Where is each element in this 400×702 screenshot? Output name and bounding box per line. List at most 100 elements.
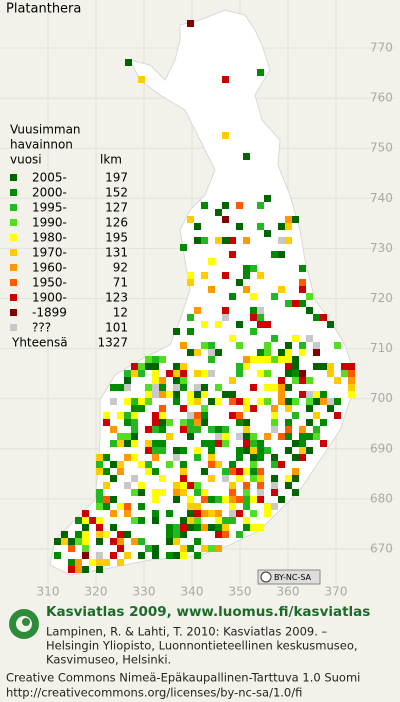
observation-cell (264, 370, 271, 377)
observation-cell (166, 524, 173, 531)
observation-cell (264, 230, 271, 237)
observation-cell (264, 433, 271, 440)
observation-cell (96, 454, 103, 461)
observation-cell (180, 545, 187, 552)
observation-cell (201, 272, 208, 279)
y-label: 690 (370, 441, 393, 455)
observation-cell (96, 468, 103, 475)
observation-cell (103, 559, 110, 566)
observation-cell (96, 461, 103, 468)
observation-cell (215, 496, 222, 503)
observation-cell (278, 251, 285, 258)
observation-cell (110, 552, 117, 559)
observation-cell (117, 461, 124, 468)
observation-cell (187, 398, 194, 405)
observation-cell (180, 447, 187, 454)
observation-cell (257, 69, 264, 76)
observation-cell (187, 391, 194, 398)
observation-cell (131, 475, 138, 482)
observation-cell (285, 475, 292, 482)
observation-cell (229, 468, 236, 475)
observation-cell (138, 363, 145, 370)
observation-cell (271, 475, 278, 482)
observation-cell (173, 384, 180, 391)
observation-cell (222, 391, 229, 398)
observation-cell (187, 272, 194, 279)
license-url: http://creativecommons.org/licenses/by-n… (6, 686, 302, 700)
citation: Kasvimuseo, Helsinki. (46, 653, 171, 667)
observation-cell (152, 454, 159, 461)
observation-cell (201, 342, 208, 349)
observation-cell (229, 251, 236, 258)
observation-cell (117, 559, 124, 566)
observation-cell (194, 503, 201, 510)
observation-cell (103, 503, 110, 510)
observation-cell (152, 552, 159, 559)
observation-cell (292, 216, 299, 223)
observation-cell (131, 433, 138, 440)
observation-cell (299, 377, 306, 384)
observation-cell (125, 59, 132, 66)
observation-cell (292, 363, 299, 370)
observation-cell (152, 370, 159, 377)
observation-cell (236, 363, 243, 370)
observation-cell (264, 356, 271, 363)
observation-cell (187, 20, 194, 27)
badge-text: BY-NC-SA (274, 573, 312, 582)
observation-cell (187, 426, 194, 433)
observation-cell (285, 349, 292, 356)
observation-cell (124, 384, 131, 391)
observation-cell (124, 412, 131, 419)
observation-cell (194, 447, 201, 454)
observation-cell (229, 503, 236, 510)
observation-cell (145, 468, 152, 475)
observation-cell (152, 391, 159, 398)
legend-heading: havainnon (10, 138, 73, 152)
observation-cell (285, 405, 292, 412)
observation-cell (243, 426, 250, 433)
observation-cell (159, 412, 166, 419)
x-label: 320 (85, 585, 108, 599)
x-label: 310 (37, 585, 60, 599)
observation-cell (194, 489, 201, 496)
observation-cell (208, 524, 215, 531)
observation-cell (117, 384, 124, 391)
observation-cell (257, 468, 264, 475)
observation-cell (54, 538, 61, 545)
observation-cell (117, 412, 124, 419)
observation-cell (222, 272, 229, 279)
observation-cell (180, 377, 187, 384)
observation-cell (82, 517, 89, 524)
observation-cell (257, 489, 264, 496)
observation-cell (180, 405, 187, 412)
observation-cell (187, 545, 194, 552)
observation-cell (243, 153, 250, 160)
observation-cell (138, 370, 145, 377)
observation-cell (236, 454, 243, 461)
observation-cell (96, 524, 103, 531)
observation-cell (257, 370, 264, 377)
observation-cell (236, 412, 243, 419)
legend-label: 2005- (32, 171, 67, 185)
observation-cell (236, 321, 243, 328)
observation-cell (173, 552, 180, 559)
observation-cell (138, 405, 145, 412)
observation-cell (145, 440, 152, 447)
observation-cell (152, 496, 159, 503)
observation-cell (236, 496, 243, 503)
observation-cell (152, 363, 159, 370)
observation-cell (194, 223, 201, 230)
observation-cell (124, 419, 131, 426)
observation-cell (271, 405, 278, 412)
observation-cell (229, 377, 236, 384)
observation-cell (208, 545, 215, 552)
observation-cell (208, 510, 215, 517)
legend-label: 1960- (32, 261, 67, 275)
observation-cell (271, 454, 278, 461)
observation-cell (292, 475, 299, 482)
observation-cell (187, 503, 194, 510)
cc-icon (260, 571, 272, 583)
observation-cell (187, 524, 194, 531)
observation-cell (285, 433, 292, 440)
